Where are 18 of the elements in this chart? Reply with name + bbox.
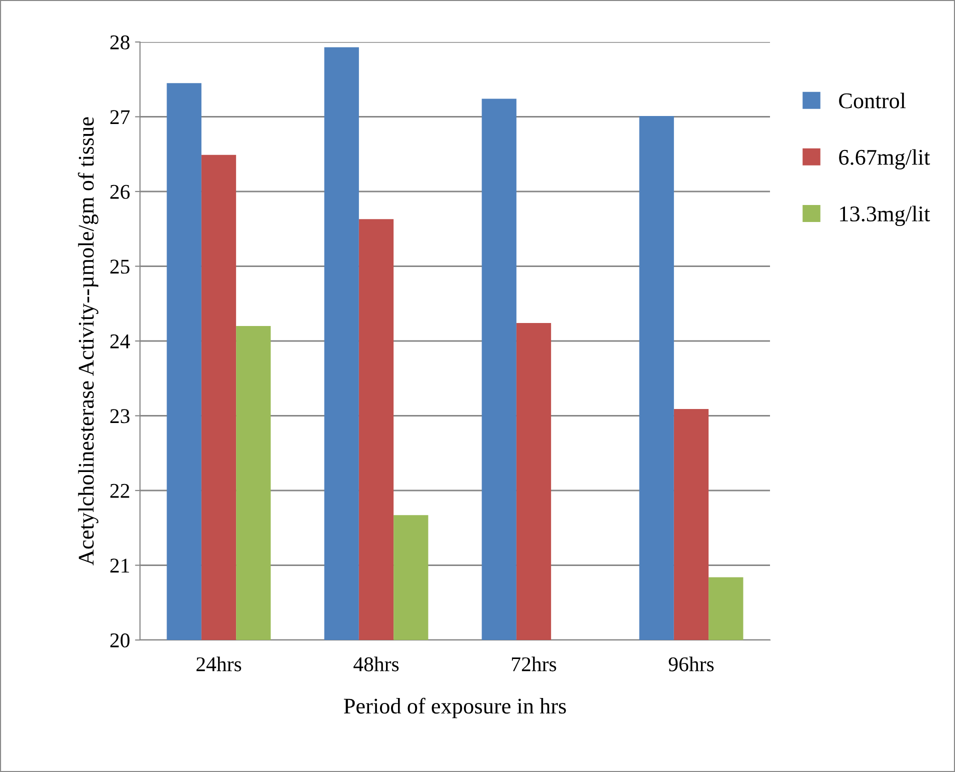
y-tick-label: 24 [110, 334, 130, 348]
y-tick-label: 20 [110, 633, 130, 648]
y-tick-label: 22 [110, 484, 130, 498]
legend-label: Control [839, 92, 906, 108]
y-tick-label: 26 [110, 184, 130, 199]
y-tick-label: 21 [110, 558, 130, 572]
x-tick-label: 96hrs [668, 656, 714, 672]
x-tick-label: 48hrs [354, 656, 399, 672]
y-tick-label: 25 [110, 260, 130, 274]
legend-label: 13.3mg/lit [840, 206, 930, 226]
y-tick-label: 23 [110, 409, 130, 424]
x-axis-title: Period of exposure in hrs [344, 698, 566, 718]
x-tick-label: 72hrs [512, 656, 556, 672]
x-tick-label: 24hrs [196, 656, 242, 672]
y-tick-label: 27 [110, 110, 130, 124]
y-tick-label: 28 [110, 35, 130, 50]
y-axis-title: Acetylcholinesterase Activity--µmole/gm of tissue [78, 117, 98, 566]
legend-label: 6.67mg/lit [839, 149, 930, 170]
